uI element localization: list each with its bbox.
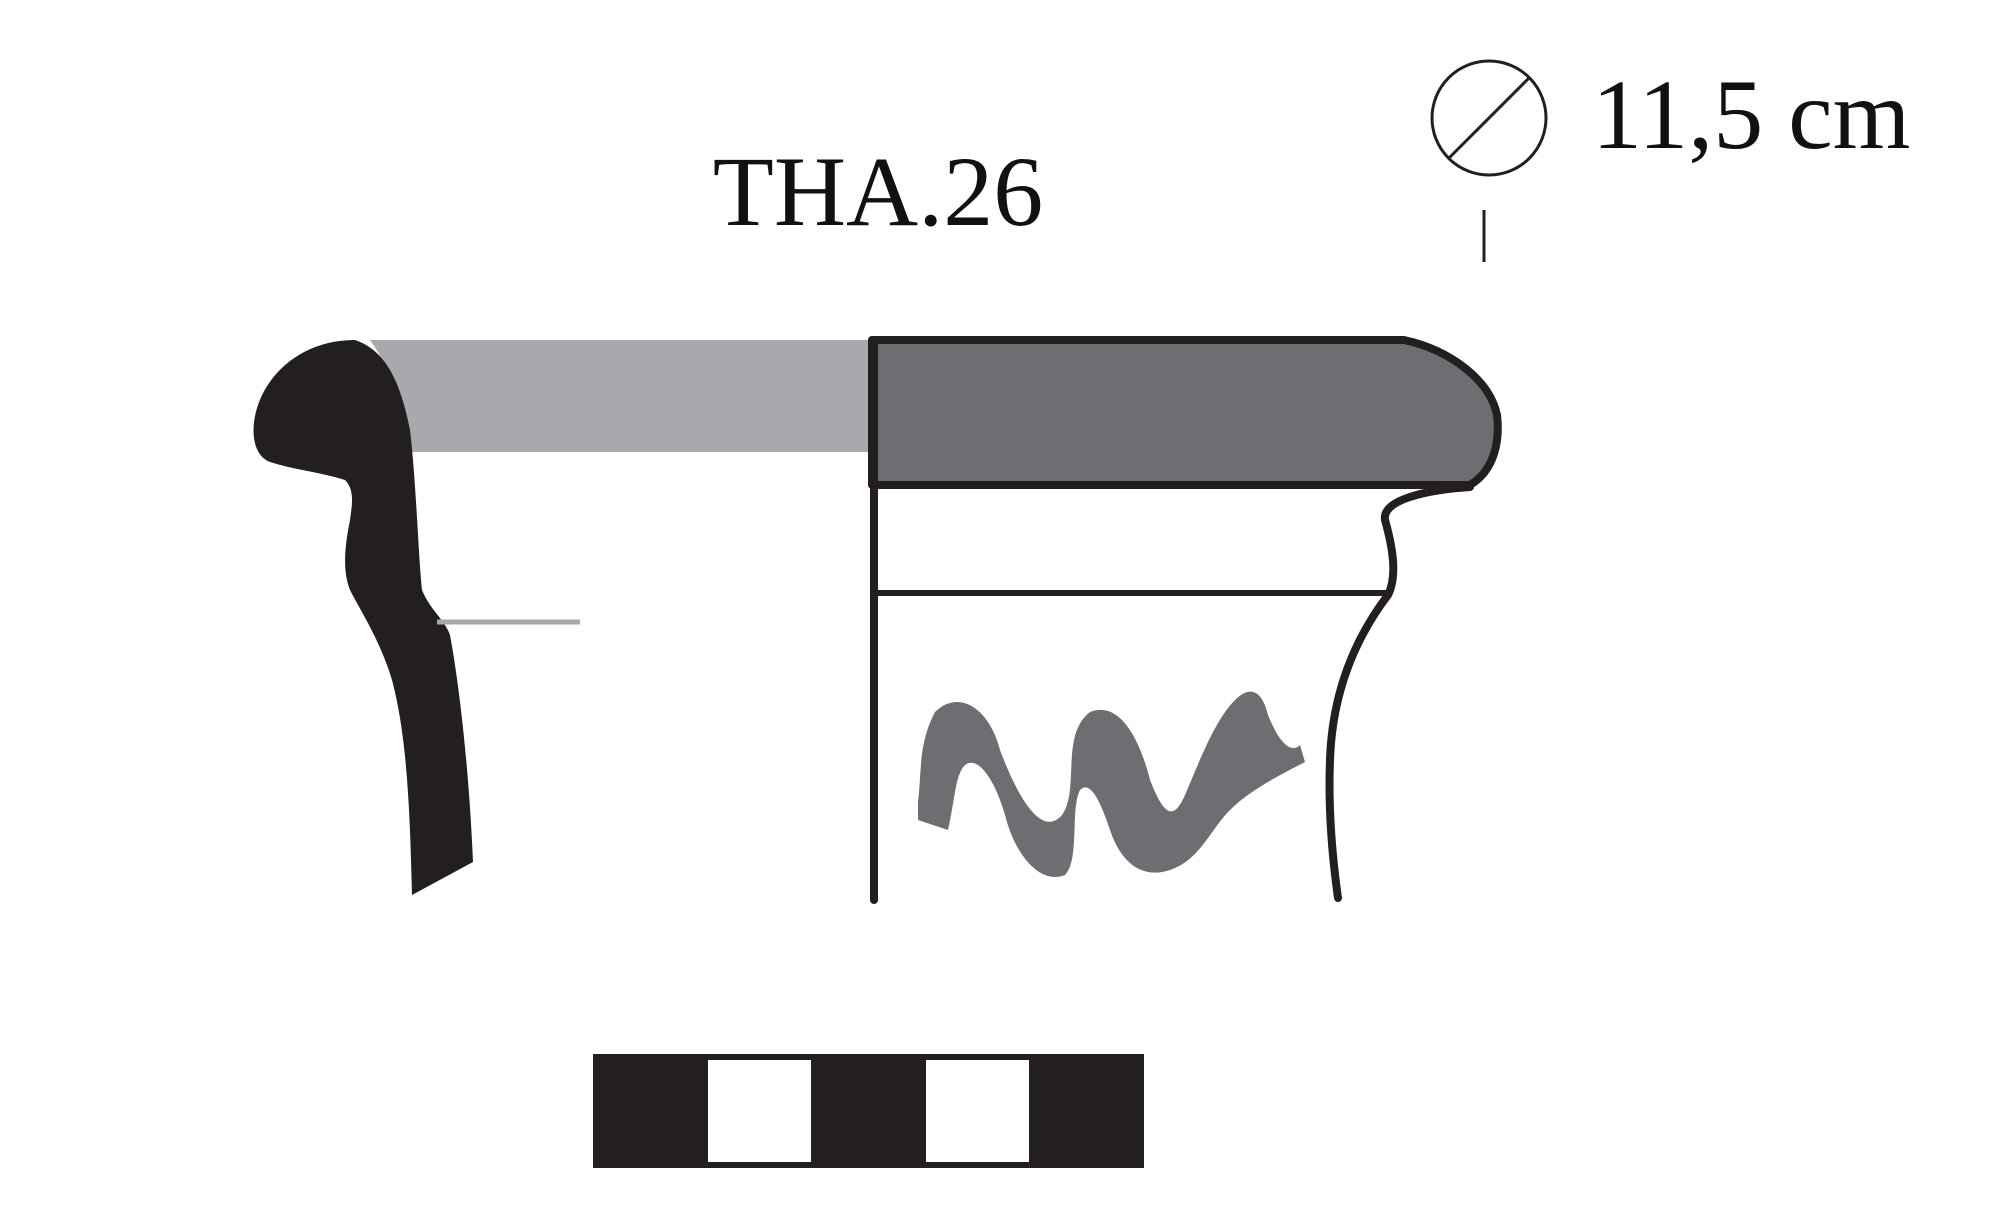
- scale-bar-segment-4: [920, 1054, 1035, 1168]
- scale-bar-segment-1: [596, 1057, 705, 1165]
- scale-bar-segment-5: [1032, 1057, 1141, 1165]
- diameter-symbol-icon: [1430, 59, 1548, 177]
- vessel-exterior-outline: [1325, 483, 1474, 902]
- scale-bar-segment-2: [702, 1054, 817, 1168]
- scale-bar-frame: [593, 1054, 1144, 1168]
- vessel-section-profile: [253, 340, 473, 895]
- scale-bar: [593, 1054, 1144, 1168]
- catalogue-number: THA.26: [713, 136, 1044, 247]
- rim-band-dark: [868, 336, 1502, 489]
- diameter-value: 11,5 cm: [1592, 59, 1910, 170]
- scale-bar-segment-3: [814, 1057, 923, 1165]
- rim-band-light: [370, 340, 870, 452]
- painted-wave-decoration: [918, 691, 1305, 877]
